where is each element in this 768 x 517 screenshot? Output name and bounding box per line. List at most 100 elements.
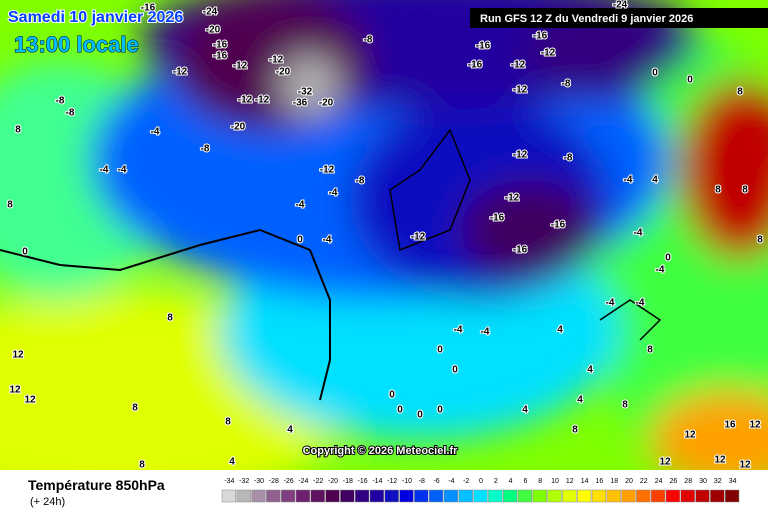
run-box — [470, 8, 768, 28]
map-label: 12 — [714, 455, 726, 466]
legend-tick-label: 2 — [494, 478, 498, 485]
legend-tick-label: 4 — [509, 478, 513, 485]
map-label: -12 — [255, 95, 270, 106]
map-label: 12 — [24, 395, 36, 406]
map-label: 12 — [739, 460, 751, 471]
legend-tick-label: 6 — [523, 478, 527, 485]
map-label: 12 — [659, 457, 671, 468]
copyright: Copyright © 2026 Meteociel.fr — [303, 445, 459, 457]
legend-tick-label: 12 — [566, 478, 574, 485]
map-label: 8 — [7, 200, 13, 211]
map-label: 8 — [737, 87, 743, 98]
legend-tick-label: -14 — [372, 478, 382, 485]
map-label: -8 — [564, 153, 573, 164]
map-label: 4 — [652, 175, 658, 186]
legend-swatch — [547, 489, 562, 503]
legend-swatch — [606, 489, 621, 503]
legend-swatch — [458, 489, 473, 503]
legend-tick-label: 34 — [729, 478, 737, 485]
map-label: 8 — [15, 125, 21, 136]
map-label: -16 — [141, 3, 156, 14]
legend-tick-label: 26 — [670, 478, 678, 485]
map-label: -36 — [293, 98, 308, 109]
legend-swatch — [428, 489, 444, 503]
map-label: 8 — [647, 345, 653, 356]
map-label: 4 — [287, 425, 293, 436]
map-label: -8 — [201, 144, 210, 155]
map-time: 13:00 locale — [14, 32, 139, 57]
map-label: -4 — [606, 298, 615, 309]
legend-tick-label: -6 — [433, 478, 439, 485]
legend-tick-label: -22 — [313, 478, 323, 485]
map-label: -12 — [173, 67, 188, 78]
map-label: -16 — [490, 213, 505, 224]
map-label: 4 — [587, 365, 593, 376]
map-label: 12 — [9, 385, 21, 396]
map-label: 12 — [684, 430, 696, 441]
legend-tick-label: 18 — [610, 478, 618, 485]
legend-tick-label: -2 — [463, 478, 469, 485]
map-label: 0 — [22, 247, 28, 258]
legend-swatch — [295, 489, 311, 503]
legend-tick-label: -4 — [448, 478, 454, 485]
legend-swatch — [562, 489, 577, 503]
map-label: 4 — [577, 395, 583, 406]
map-label: 0 — [297, 235, 303, 246]
map-label: 8 — [715, 185, 721, 196]
map-label: 4 — [522, 405, 528, 416]
legend-tick-label: 20 — [625, 478, 633, 485]
map-label: 8 — [225, 417, 231, 428]
map-label: -12 — [513, 85, 528, 96]
map-label: 4 — [229, 457, 235, 468]
map-label: -16 — [551, 220, 566, 231]
map-label: -16 — [468, 60, 483, 71]
map-label: -8 — [364, 35, 373, 46]
map-label: -12 — [411, 232, 426, 243]
map-label: 8 — [139, 460, 145, 471]
legend-swatch — [502, 489, 518, 503]
legend-swatch — [591, 489, 607, 503]
map-label: -12 — [511, 60, 526, 71]
legend-swatch — [636, 489, 651, 503]
legend-tick-label: 32 — [714, 478, 722, 485]
legend-swatch — [399, 489, 414, 503]
legend-tick-label: 14 — [581, 478, 589, 485]
map-label: -16 — [533, 31, 548, 42]
map-label: 12 — [12, 350, 24, 361]
map-label: -12 — [320, 165, 335, 176]
map-label: 8 — [132, 403, 138, 414]
map-label: -4 — [118, 165, 127, 176]
map-label: -4 — [296, 200, 305, 211]
legend-swatch — [443, 489, 459, 503]
legend-tick-label: 8 — [538, 478, 542, 485]
legend-tick-label: 28 — [684, 478, 692, 485]
map-label: -8 — [356, 176, 365, 187]
map-label: -20 — [276, 67, 291, 78]
legend: -34 -32 -30 -28 -26 -24 -22 -20 -18 -16 -14 -12 -10-… — [221, 478, 740, 503]
map-label: 8 — [572, 425, 578, 436]
map-label: -4 — [454, 325, 463, 336]
map-label: -20 — [206, 25, 221, 36]
footer-title: Température 850hPa — [28, 477, 165, 493]
legend-swatch — [695, 489, 710, 503]
map-label: 12 — [749, 420, 761, 431]
map-label: 0 — [452, 365, 458, 376]
legend-swatch — [724, 489, 740, 503]
map-label: -20 — [319, 98, 334, 109]
map-label: -8 — [66, 108, 75, 119]
map-label: 0 — [417, 410, 423, 421]
map-label: -12 — [541, 48, 556, 59]
map-label: -32 — [298, 87, 313, 98]
map-label: 0 — [652, 68, 658, 79]
map-label: 0 — [665, 253, 671, 264]
map-labels: -16 -24-20-16-16-12-12-12-20-32-12 -12 -36-… — [6, 0, 764, 472]
map-label: 8 — [622, 400, 628, 411]
legend-swatch — [680, 489, 695, 503]
legend-swatch — [532, 489, 547, 503]
map-label: -4 — [100, 165, 109, 176]
map-label: -4 — [624, 175, 633, 186]
legend-swatch — [384, 489, 399, 503]
legend-swatch — [369, 489, 385, 503]
